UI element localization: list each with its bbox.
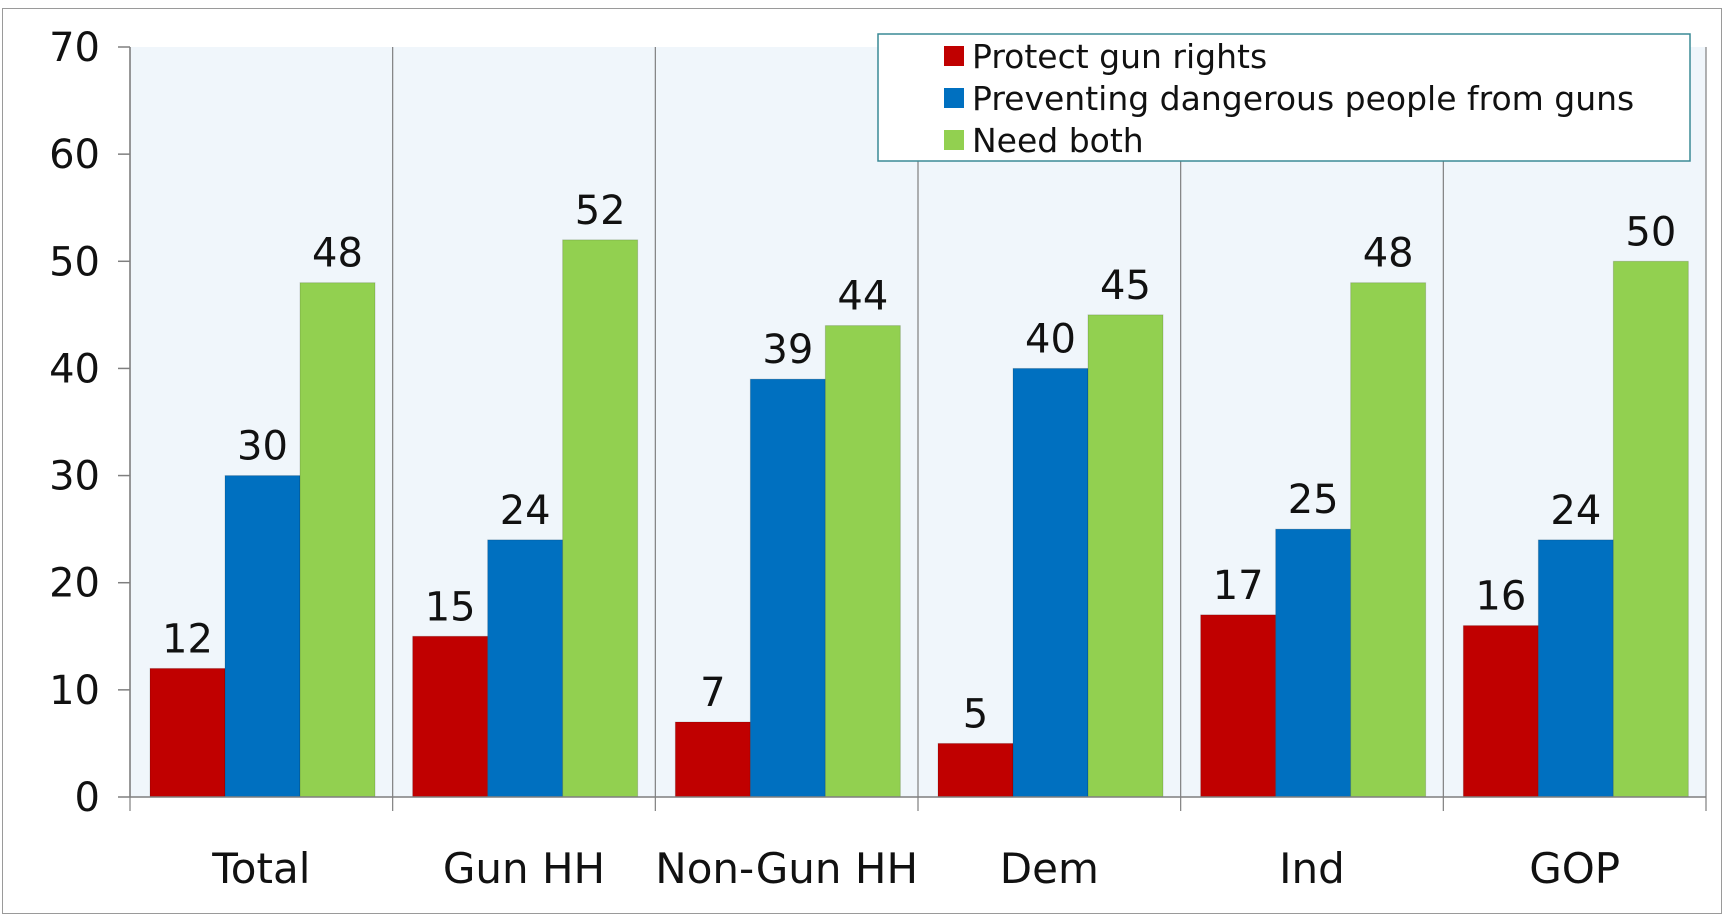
legend-entry: Protect gun rights xyxy=(972,37,1267,76)
data-label: 45 xyxy=(1100,263,1151,309)
data-label: 30 xyxy=(237,424,288,470)
bar xyxy=(1200,614,1277,798)
data-label: 40 xyxy=(1025,316,1076,362)
y-axis-ticks: 0 10 20 30 40 50 60 70 xyxy=(49,25,130,821)
legend-box xyxy=(877,33,1691,162)
data-label: 7 xyxy=(700,670,725,716)
bar xyxy=(1612,260,1689,798)
y-tick-label: 10 xyxy=(49,668,100,714)
y-tick-label: 40 xyxy=(49,346,100,392)
y-tick-label: 30 xyxy=(49,454,100,500)
axes xyxy=(129,47,1706,798)
bar xyxy=(487,539,564,798)
bar xyxy=(149,667,226,798)
data-label: 48 xyxy=(1363,231,1414,277)
x-tick-label: Dem xyxy=(1000,844,1099,893)
y-tick-label: 60 xyxy=(49,132,100,178)
chart-frame xyxy=(2,8,1722,914)
bar xyxy=(299,282,376,798)
y-tick-label: 70 xyxy=(49,25,100,71)
bar xyxy=(1537,539,1614,798)
bar xyxy=(749,378,826,798)
bar xyxy=(1350,282,1427,798)
data-label: 17 xyxy=(1213,563,1264,609)
bar xyxy=(224,475,301,798)
data-label: 25 xyxy=(1288,477,1339,523)
x-tick-label: Gun HH xyxy=(443,844,605,893)
bar xyxy=(1087,314,1164,798)
bar xyxy=(412,635,489,798)
legend-swatch xyxy=(944,130,964,150)
data-label: 48 xyxy=(312,231,363,277)
x-tick-label: GOP xyxy=(1529,844,1620,893)
bar xyxy=(1275,528,1352,798)
data-label: 24 xyxy=(1550,488,1601,534)
data-label: 44 xyxy=(837,274,888,320)
x-tick-label: Ind xyxy=(1279,844,1345,893)
x-tick-label: Total xyxy=(211,844,310,893)
x-axis-labels: Total Gun HH Non-Gun HH Dem Ind GOP xyxy=(211,844,1620,893)
data-label: 50 xyxy=(1625,209,1676,255)
legend-swatch xyxy=(944,46,964,66)
bar xyxy=(562,239,639,798)
bar xyxy=(1462,625,1539,798)
legend-swatch xyxy=(944,88,964,108)
data-label: 24 xyxy=(500,488,551,534)
data-labels: 12 15 7 5 17 16 30 24 39 40 25 24 48 52 44 45 48 50 xyxy=(162,188,1676,738)
x-tick-label: Non-Gun HH xyxy=(655,844,918,893)
legend-entry: Preventing dangerous people from guns xyxy=(972,79,1634,118)
bar xyxy=(1012,367,1089,798)
data-label: 52 xyxy=(575,188,626,234)
data-label: 15 xyxy=(425,584,476,630)
bars xyxy=(149,239,1689,798)
y-tick-label: 0 xyxy=(75,775,100,821)
data-label: 16 xyxy=(1475,574,1526,620)
bar xyxy=(937,742,1014,798)
data-label: 39 xyxy=(762,327,813,373)
bar xyxy=(824,325,901,798)
y-tick-label: 20 xyxy=(49,561,100,607)
data-label: 12 xyxy=(162,616,213,662)
bar xyxy=(674,721,751,798)
data-label: 5 xyxy=(963,691,988,737)
legend-entry: Need both xyxy=(972,121,1144,160)
y-tick-label: 50 xyxy=(49,239,100,285)
